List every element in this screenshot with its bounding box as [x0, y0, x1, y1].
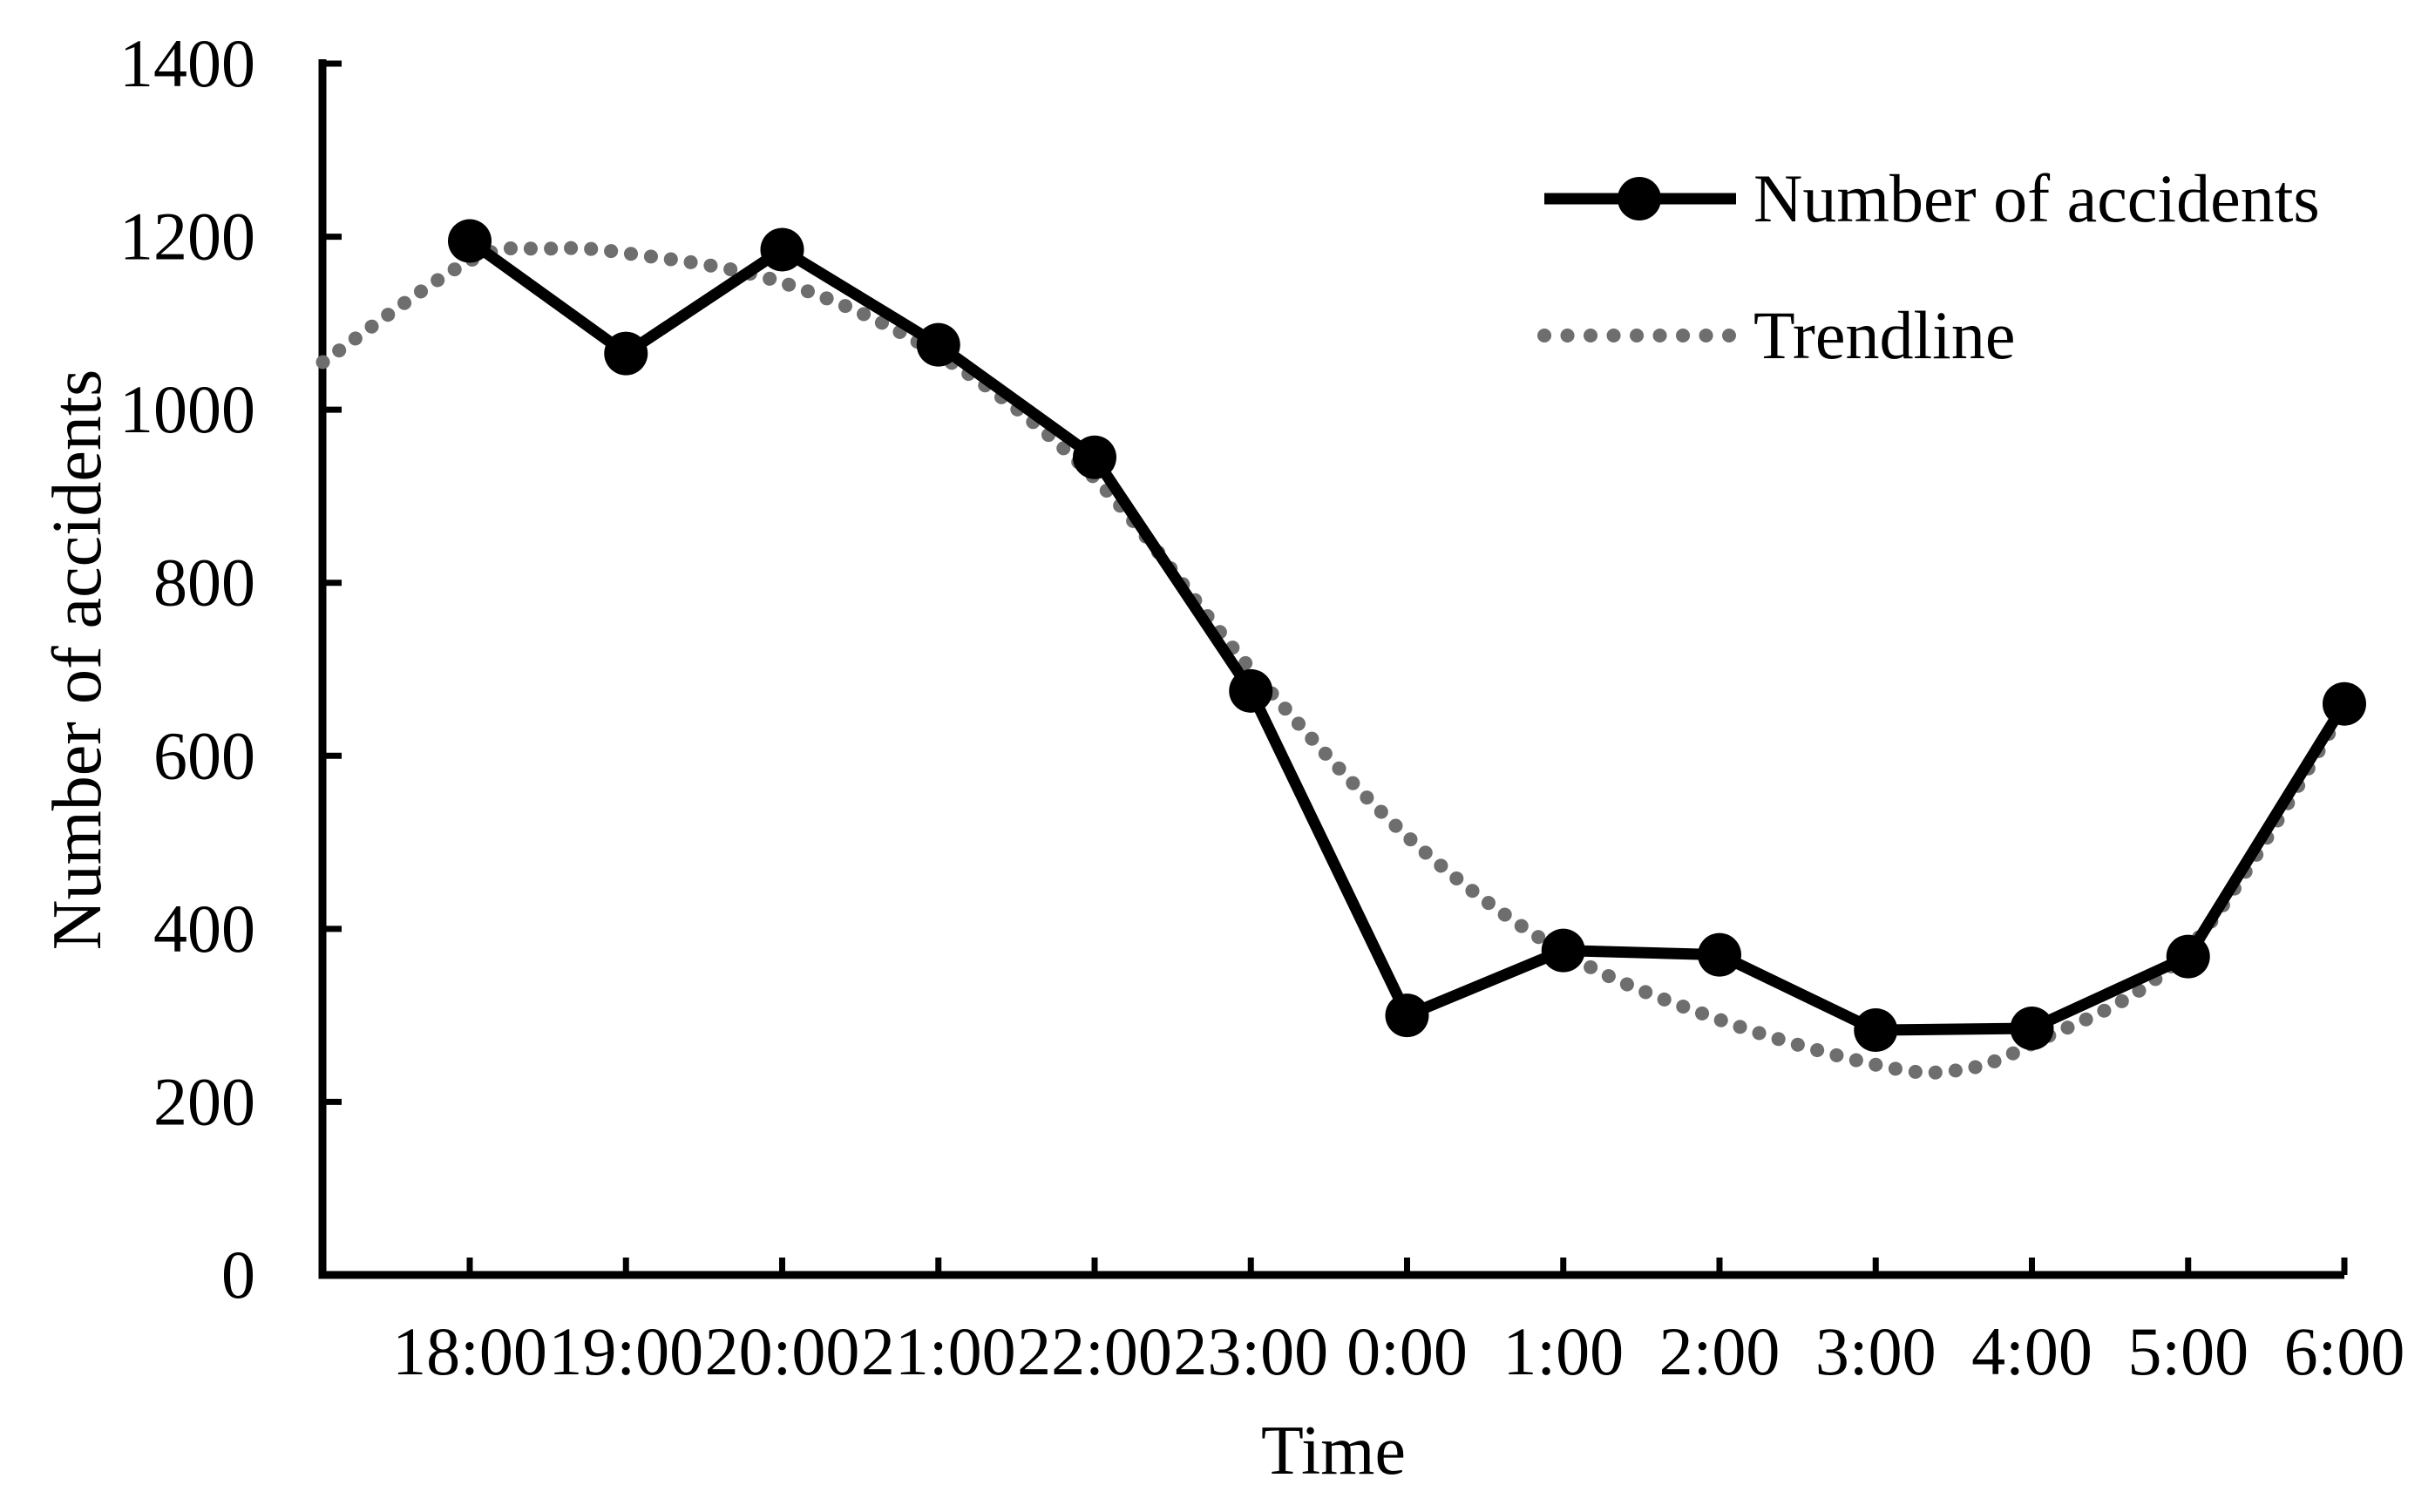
x-tick-label: 5:00	[2127, 1313, 2248, 1389]
x-tick-label: 21:00	[861, 1313, 1016, 1389]
legend-trendline-label: Trendline	[1753, 297, 2015, 373]
data-point-marker	[760, 227, 804, 272]
data-point-marker	[2010, 1007, 2054, 1051]
trendline-series	[315, 241, 2351, 1080]
data-point-marker	[1385, 993, 1429, 1038]
y-tick-label: 600	[153, 717, 255, 793]
data-point-marker	[2166, 934, 2210, 979]
data-point-marker	[448, 219, 492, 263]
data-point-marker	[604, 331, 648, 376]
y-tick-label: 200	[153, 1063, 255, 1139]
legend-accidents-marker-icon	[1618, 177, 1661, 220]
data-point-marker	[2323, 681, 2366, 726]
y-tick-label: 400	[153, 891, 255, 966]
x-tick-label: 2:00	[1659, 1313, 1780, 1389]
legend-item-trendline: Trendline	[1537, 297, 2015, 373]
x-tick-label: 1:00	[1502, 1313, 1624, 1389]
accidents-series	[448, 219, 2366, 1053]
trendline-curve	[315, 241, 2351, 1080]
x-tick-label: 23:00	[1173, 1313, 1328, 1389]
x-tick-label: 6:00	[2284, 1313, 2405, 1389]
y-tick-label: 1000	[119, 371, 255, 447]
x-tick-label: 19:00	[548, 1313, 703, 1389]
y-tick-label: 1200	[119, 199, 255, 275]
data-point-marker	[1073, 435, 1116, 479]
data-point-marker	[1229, 668, 1273, 713]
data-point-marker	[1698, 932, 1741, 977]
x-axis-title: Time	[1261, 1413, 1406, 1489]
axes	[318, 59, 2348, 1279]
accidents-line	[466, 236, 2350, 1036]
legend-item-accidents: Number of accidents	[1544, 160, 2320, 236]
x-tick-label: 22:00	[1017, 1313, 1172, 1389]
y-axis-title: Number of accidents	[39, 370, 116, 950]
data-point-marker	[1854, 1008, 1898, 1053]
legend-accidents-label: Number of accidents	[1753, 160, 2320, 236]
data-point-marker	[916, 322, 960, 367]
x-tick-label: 18:00	[392, 1313, 547, 1389]
y-tick-label: 0	[221, 1237, 255, 1312]
x-tick-label: 20:00	[705, 1313, 860, 1389]
legend: Number of accidents Trendline	[1537, 160, 2320, 373]
y-tick-label: 800	[153, 545, 255, 620]
x-tick-label: 3:00	[1815, 1313, 1936, 1389]
tick-labels: 0 200 400 600 800 1000 1200 1400 18:00 19:00 20:00…	[119, 25, 2404, 1389]
data-point-marker	[1541, 928, 1585, 973]
y-tick-label: 1400	[119, 25, 255, 101]
x-tick-label: 4:00	[1971, 1313, 2092, 1389]
x-tick-label: 0:00	[1346, 1313, 1468, 1389]
